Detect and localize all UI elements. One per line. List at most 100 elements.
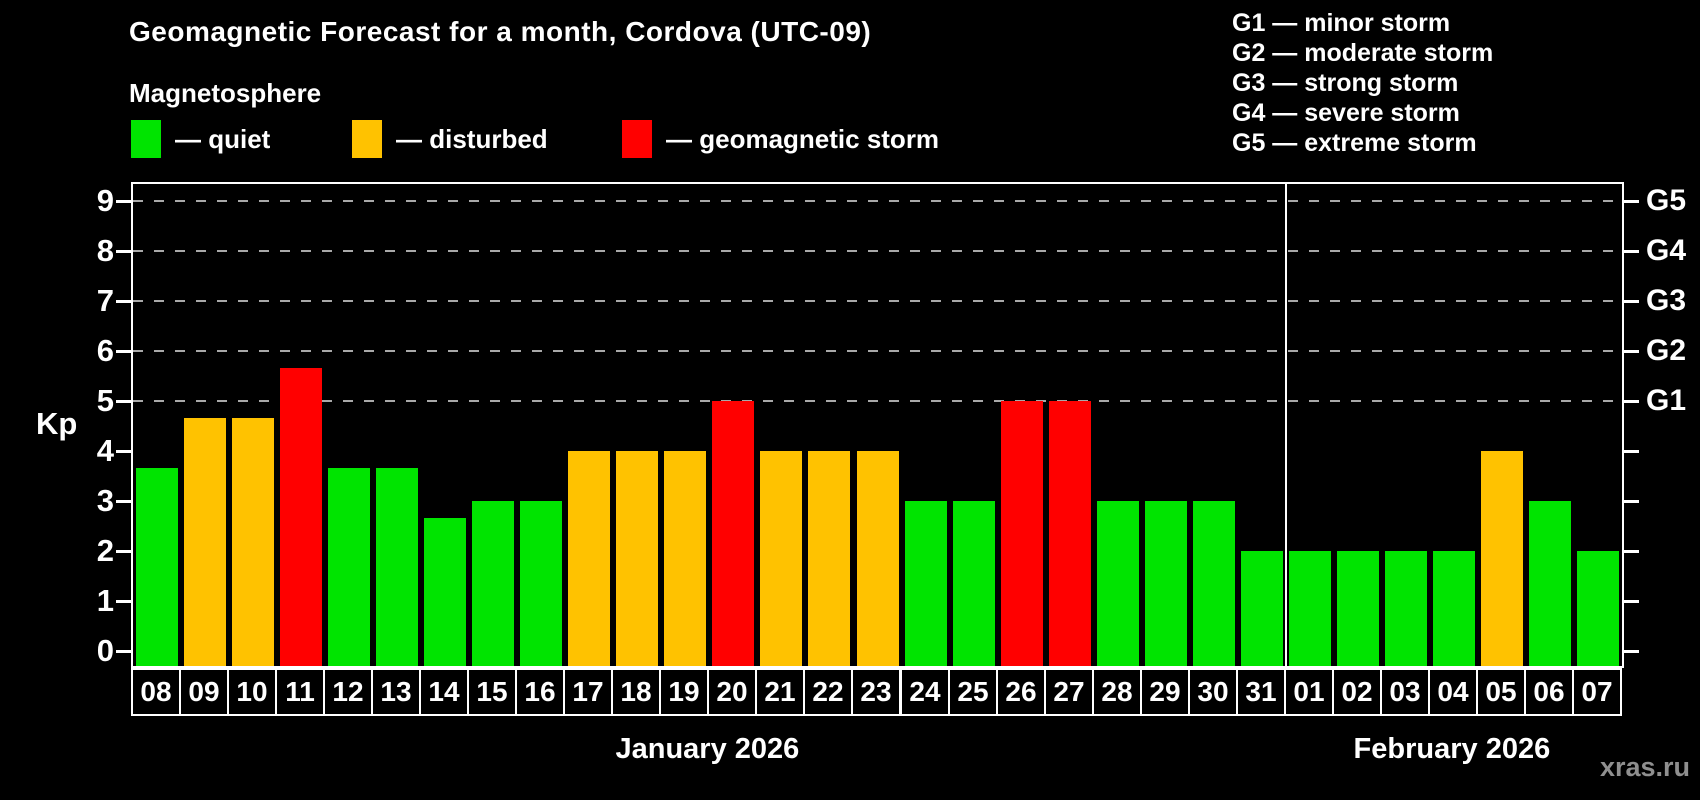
day-label: 03 [1380, 668, 1430, 716]
kp-bar-05 [1480, 451, 1523, 666]
day-label: 13 [371, 668, 421, 716]
g-scale-label-G3: G3 [1646, 284, 1687, 317]
g-scale-label-G1: G1 [1646, 384, 1687, 417]
plot-area [131, 182, 1624, 668]
legend-item-disturbed: — disturbed [352, 118, 548, 160]
storm-scale-legend: G1 — minor storm G2 — moderate storm G3 — … [1232, 8, 1493, 158]
kp-bar-24 [904, 501, 947, 666]
g-scale-label-G2: G2 [1646, 334, 1687, 367]
y-tick-label: 6 [96, 333, 114, 368]
subtitle-magnetosphere: Magnetosphere [129, 78, 322, 108]
day-label: 08 [131, 668, 181, 716]
y-tick-mark-left [116, 450, 131, 453]
storm-scale-line-2: G2 — moderate storm [1232, 39, 1494, 67]
day-label: 09 [179, 668, 229, 716]
kp-bar-10 [232, 417, 275, 666]
kp-bar-26 [1000, 401, 1043, 666]
legend-item-storm: — geomagnetic storm [622, 118, 939, 160]
day-label: 19 [659, 668, 709, 716]
kp-bar-09 [184, 417, 227, 666]
kp-bar-28 [1096, 501, 1139, 666]
storm-scale-line-3: G3 — strong storm [1232, 69, 1459, 97]
kp-bar-14 [424, 517, 467, 666]
day-label: 29 [1140, 668, 1190, 716]
y-axis-title: Kp [36, 406, 78, 441]
g-scale-label-G4: G4 [1646, 234, 1687, 267]
gridline-kp5 [133, 400, 1622, 402]
kp-bar-25 [952, 501, 995, 666]
day-label: 14 [419, 668, 469, 716]
day-label: 28 [1092, 668, 1142, 716]
kp-bar-12 [328, 467, 371, 666]
y-tick-label: 9 [96, 183, 114, 218]
day-label: 31 [1236, 668, 1286, 716]
day-label: 17 [563, 668, 613, 716]
y-tick-mark-left [116, 350, 131, 353]
magnetosphere-legend: — quiet — disturbed — geomagnetic storm [0, 118, 1700, 160]
y-tick-mark-left [116, 200, 131, 203]
y-tick-label: 8 [96, 233, 114, 268]
month-label-2: February 2026 [1353, 733, 1551, 765]
kp-bar-16 [520, 501, 563, 666]
kp-bar-11 [280, 367, 323, 666]
month-label-1: January 2026 [615, 733, 800, 765]
month-separator [1284, 184, 1287, 666]
day-label: 15 [467, 668, 517, 716]
y-tick-mark-right [1624, 550, 1639, 553]
y-tick-mark-right [1624, 250, 1639, 253]
legend-label-disturbed: — disturbed [396, 123, 548, 154]
gridline-kp6 [133, 350, 1622, 352]
kp-bar-31 [1240, 551, 1283, 666]
y-tick-mark-right [1624, 300, 1639, 303]
legend-label-storm: — geomagnetic storm [666, 123, 940, 154]
legend-swatch-storm [622, 120, 652, 158]
kp-bar-17 [568, 451, 611, 666]
storm-scale-line-5: G5 — extreme storm [1232, 129, 1477, 157]
day-label: 26 [996, 668, 1046, 716]
kp-bar-18 [616, 451, 659, 666]
day-label: 06 [1524, 668, 1574, 716]
legend-swatch-disturbed [352, 120, 382, 158]
day-label: 16 [515, 668, 565, 716]
y-tick-label: 1 [96, 583, 114, 618]
kp-bar-15 [472, 501, 515, 666]
page-title: Geomagnetic Forecast for a month, Cordov… [129, 16, 872, 47]
y-tick-label: 0 [96, 633, 114, 668]
legend-item-quiet: — quiet [131, 118, 270, 160]
kp-bar-01 [1288, 551, 1331, 666]
storm-scale-line-4: G4 — severe storm [1232, 99, 1460, 127]
day-label: 23 [851, 668, 901, 716]
kp-bar-20 [712, 401, 755, 666]
y-tick-mark-left [116, 400, 131, 403]
gridline-kp8 [133, 250, 1622, 252]
kp-bar-23 [856, 451, 899, 666]
kp-bar-27 [1048, 401, 1091, 666]
day-label: 20 [707, 668, 757, 716]
kp-bar-30 [1192, 501, 1235, 666]
day-label: 18 [611, 668, 661, 716]
y-tick-label: 2 [96, 533, 114, 568]
day-label: 30 [1188, 668, 1238, 716]
day-label: 27 [1044, 668, 1094, 716]
day-label: 22 [803, 668, 853, 716]
y-tick-label: 3 [96, 483, 114, 518]
g-scale-label-G5: G5 [1646, 184, 1687, 217]
kp-bar-13 [376, 467, 419, 666]
gridline-kp9 [133, 200, 1622, 202]
kp-bar-02 [1336, 551, 1379, 666]
watermark: xras.ru [1599, 752, 1690, 782]
kp-bar-22 [808, 451, 851, 666]
y-tick-mark-left [116, 600, 131, 603]
kp-bar-07 [1576, 551, 1619, 666]
kp-bar-03 [1384, 551, 1427, 666]
day-label: 02 [1332, 668, 1382, 716]
y-tick-mark-right [1624, 600, 1639, 603]
day-label: 25 [948, 668, 998, 716]
day-label: 12 [323, 668, 373, 716]
kp-bar-08 [136, 467, 179, 666]
day-label: 01 [1284, 668, 1334, 716]
y-tick-mark-right [1624, 200, 1639, 203]
y-tick-mark-right [1624, 350, 1639, 353]
storm-scale-line-1: G1 — minor storm [1232, 9, 1451, 37]
y-tick-mark-left [116, 550, 131, 553]
